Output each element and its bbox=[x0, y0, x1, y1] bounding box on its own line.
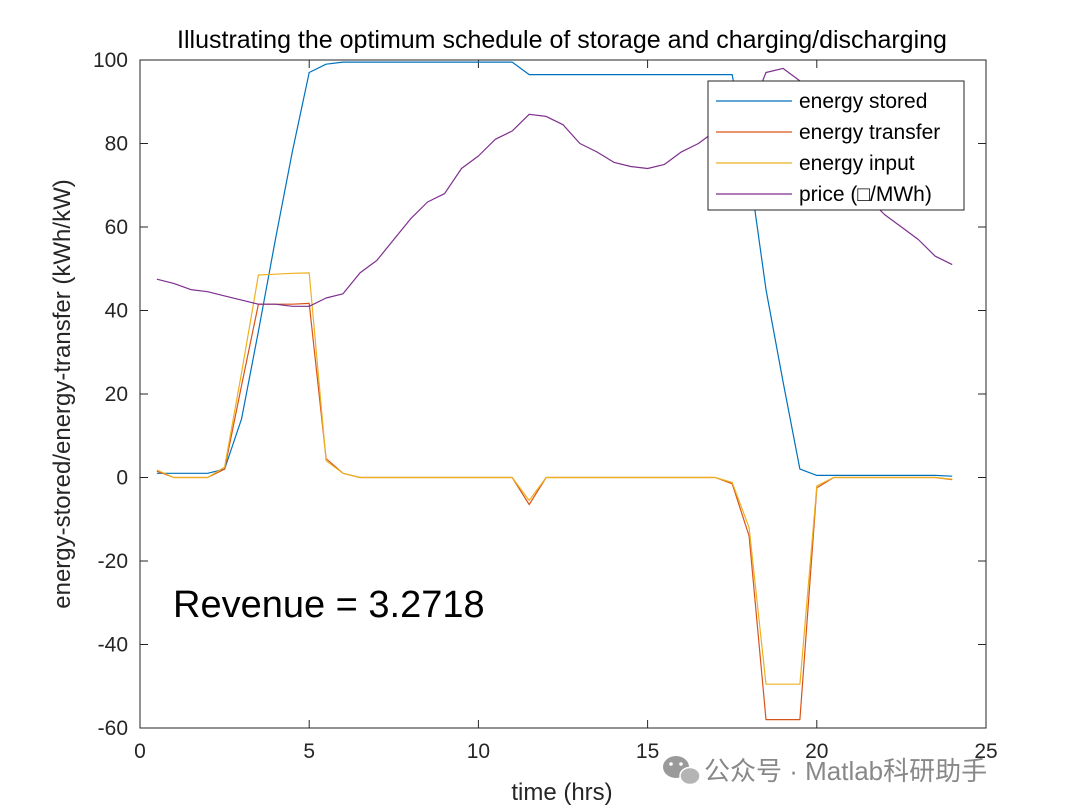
y-tick-label: 0 bbox=[116, 467, 128, 490]
legend: energy stored energy transfer energy input… bbox=[707, 80, 965, 211]
y-tick-label: -20 bbox=[98, 550, 128, 573]
legend-label-energy-input: energy input bbox=[799, 152, 915, 175]
watermark: 公众号 · Matlab科研助手 bbox=[663, 756, 987, 786]
y-tick-label: 100 bbox=[93, 49, 128, 72]
legend-box bbox=[707, 80, 965, 211]
series-line-energy-stored bbox=[156, 61, 953, 477]
series-line-energy-input bbox=[156, 272, 953, 685]
x-tick-label: 0 bbox=[134, 740, 146, 763]
revenue-annotation: Revenue = 3.2718 bbox=[173, 584, 485, 626]
y-tick-label: 60 bbox=[105, 216, 128, 239]
y-tick-label: -40 bbox=[98, 634, 128, 657]
x-tick-label: 20 bbox=[805, 740, 828, 763]
legend-label-energy-stored: energy stored bbox=[799, 90, 927, 113]
y-tick-label: 40 bbox=[105, 300, 128, 323]
legend-label-energy-transfer: energy transfer bbox=[799, 121, 940, 144]
x-tick-label: 15 bbox=[636, 740, 659, 763]
legend-label-price-mwh: price (□/MWh) bbox=[799, 183, 932, 206]
wechat-icon bbox=[663, 756, 701, 786]
watermark-text: 公众号 · Matlab科研助手 bbox=[704, 756, 987, 786]
x-axis-title: time (hrs) bbox=[511, 779, 612, 806]
y-tick-label: 80 bbox=[105, 133, 128, 156]
x-tick-label: 10 bbox=[467, 740, 490, 763]
x-tick-label: 5 bbox=[303, 740, 315, 763]
y-tick-label: -60 bbox=[98, 717, 128, 740]
x-tick-label: 25 bbox=[974, 740, 997, 763]
y-axis-title: energy-stored/energy-transfer (kWh/kW) bbox=[49, 179, 76, 608]
axes: 0 5 10 15 20 25 -60 -40 -20 0 20 40 60 80 100 bbox=[93, 49, 998, 763]
chart-title: Illustrating the optimum schedule of sto… bbox=[177, 26, 947, 54]
y-tick-label: 20 bbox=[105, 383, 128, 406]
